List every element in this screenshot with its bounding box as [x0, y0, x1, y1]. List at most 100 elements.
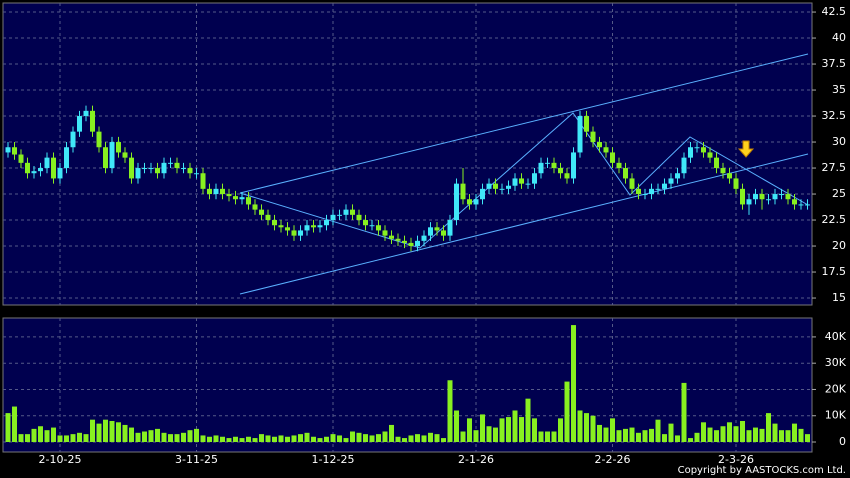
- candle-body: [766, 199, 771, 201]
- y-tick-label: 15: [832, 291, 846, 304]
- volume-bar: [343, 438, 349, 443]
- candle-body: [142, 168, 147, 170]
- candle-body: [564, 173, 570, 179]
- volume-bar: [785, 430, 791, 443]
- candle-body: [460, 183, 466, 200]
- volume-bar: [434, 434, 440, 443]
- volume-bar: [675, 435, 680, 443]
- volume-bar: [194, 428, 199, 443]
- volume-bar: [551, 431, 557, 443]
- y-tick-label: 40: [832, 31, 846, 44]
- volume-bar: [252, 438, 258, 443]
- candle-body: [395, 238, 401, 241]
- arrow-marker: [737, 140, 755, 158]
- candle-body: [486, 183, 492, 189]
- candle-body: [785, 194, 791, 200]
- channel-lower: [239, 153, 809, 295]
- volume-bar: [486, 426, 492, 443]
- candle-body: [642, 194, 648, 196]
- candle-body: [623, 168, 628, 179]
- candle-body: [740, 188, 745, 205]
- candle-body: [226, 194, 232, 197]
- candle-body: [109, 142, 115, 169]
- volume-bar: [109, 420, 115, 443]
- candle-body: [5, 147, 11, 153]
- candle-body: [155, 168, 160, 174]
- candle-body: [363, 220, 368, 226]
- candle-body: [207, 188, 212, 195]
- volume-bar: [285, 436, 290, 443]
- volume-bar: [428, 432, 433, 443]
- volume-bar: [441, 438, 446, 443]
- volume-bar: [122, 424, 128, 443]
- volume-bar: [168, 434, 173, 443]
- candle-body: [220, 188, 225, 195]
- candle-body: [525, 183, 531, 185]
- volume-bar: [395, 436, 401, 443]
- candle-body: [421, 235, 427, 241]
- candle-body: [324, 220, 329, 226]
- price-panel: [2, 2, 813, 306]
- volume-bar: [649, 428, 654, 443]
- volume-bar: [259, 434, 264, 443]
- candle-body: [291, 230, 297, 236]
- volume-bar: [454, 410, 459, 443]
- candle-body: [792, 199, 797, 205]
- volume-bar: [148, 430, 154, 443]
- candle-body: [77, 116, 82, 132]
- candle-body: [116, 142, 121, 153]
- candle-body: [278, 225, 284, 228]
- volume-bar: [18, 434, 24, 443]
- volume-panel: [2, 317, 813, 453]
- candle-body: [350, 209, 355, 215]
- candle-body: [356, 214, 362, 221]
- volume-bar: [25, 434, 30, 443]
- volume-bar: [415, 434, 420, 443]
- candle-body: [701, 147, 706, 153]
- candle-body: [480, 188, 485, 200]
- candle-body: [25, 162, 30, 174]
- candle-body: [18, 154, 24, 163]
- volume-bar: [12, 406, 17, 443]
- volume-bar: [525, 398, 531, 443]
- x-tick-label: 2-10-25: [39, 453, 82, 466]
- volume-bar: [389, 424, 394, 443]
- volume-bar: [330, 434, 336, 443]
- volume-bar: [103, 419, 108, 443]
- marks: [5, 105, 810, 443]
- candle-body: [200, 173, 206, 189]
- volume-bar: [298, 434, 303, 443]
- candle-body: [330, 214, 336, 221]
- volume-bar: [226, 438, 232, 443]
- candle-body: [532, 173, 537, 184]
- volume-bar: [233, 436, 238, 443]
- volume-bar: [740, 420, 745, 443]
- candle-body: [265, 214, 271, 221]
- volume-bar: [545, 431, 550, 443]
- volume-bar: [174, 434, 180, 443]
- candle-body: [122, 152, 128, 158]
- candle-body: [727, 173, 732, 179]
- candle-body: [597, 142, 602, 148]
- volume-bar: [571, 325, 576, 443]
- candle-body: [805, 204, 810, 206]
- volume-bar: [129, 427, 134, 443]
- candle-body: [181, 168, 186, 170]
- candle-body: [681, 157, 687, 174]
- candle-body: [668, 178, 674, 184]
- volume-bar: [64, 435, 69, 443]
- volume-bar: [382, 431, 388, 443]
- candle-body: [298, 230, 303, 236]
- candle-body: [239, 197, 245, 200]
- volume-bar: [239, 438, 245, 443]
- channel-upper: [239, 53, 809, 194]
- volume-bar: [655, 419, 661, 443]
- candle-body: [285, 227, 290, 231]
- volume-bar: [538, 431, 544, 443]
- candle-body: [194, 173, 199, 175]
- volume-bar: [519, 417, 524, 443]
- volume-bar: [402, 438, 407, 443]
- candle-body: [694, 147, 700, 149]
- candle-body: [213, 188, 219, 195]
